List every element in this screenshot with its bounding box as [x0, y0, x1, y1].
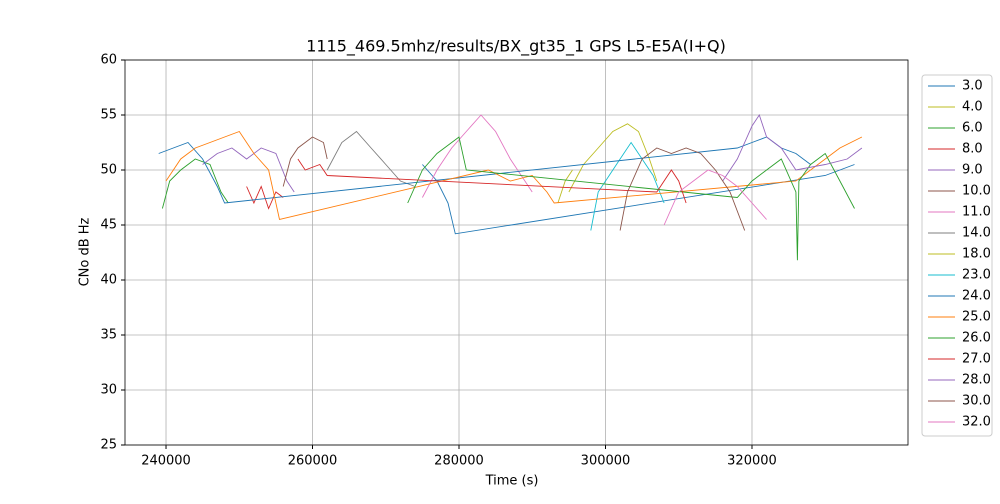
legend-label: 26.0: [962, 331, 991, 346]
legend-label: 4.0: [962, 100, 983, 115]
series-line: [722, 113, 863, 182]
legend-label: 28.0: [962, 373, 991, 388]
legend-label: 27.0: [962, 352, 991, 367]
legend-label: 24.0: [962, 289, 991, 304]
series-line: [407, 136, 855, 261]
legend-label: 25.0: [962, 310, 991, 325]
legend-box: [921, 74, 993, 437]
legend-label: 23.0: [962, 268, 991, 283]
legend-label: 18.0: [962, 247, 991, 262]
y-tick-label: 50: [100, 163, 117, 178]
series-line: [158, 136, 811, 204]
x-tick-label: 240000: [141, 454, 191, 469]
legend-label: 6.0: [962, 121, 983, 136]
y-tick-label: 55: [100, 108, 117, 123]
legend-label: 9.0: [962, 163, 983, 178]
series-line: [165, 130, 863, 221]
series-line: [557, 169, 573, 204]
x-tick-label: 300000: [581, 454, 631, 469]
legend-label: 11.0: [962, 205, 991, 220]
series-line: [297, 158, 687, 204]
legend-label: 32.0: [962, 415, 991, 430]
series-line: [422, 114, 533, 198]
x-tick-label: 260000: [288, 454, 338, 469]
series-line: [663, 169, 767, 226]
series-line: [619, 147, 746, 231]
legend-label: 10.0: [962, 184, 991, 199]
chart-title: 1115_469.5mhz/results/BX_gt35_1 GPS L5-E…: [306, 37, 726, 57]
series-line: [282, 136, 328, 187]
y-tick-label: 40: [100, 273, 117, 288]
x-axis-title: Time (s): [485, 474, 539, 489]
y-tick-label: 35: [100, 328, 117, 343]
y-tick-label: 60: [100, 53, 117, 68]
y-tick-label: 30: [100, 383, 117, 398]
legend-label: 8.0: [962, 142, 983, 157]
y-axis-title: CNo dB Hz: [78, 217, 93, 286]
legend-label: 30.0: [962, 394, 991, 409]
y-tick-label: 25: [100, 438, 117, 453]
series-line: [161, 158, 229, 209]
legend-label: 14.0: [962, 226, 991, 241]
x-tick-label: 320000: [727, 454, 777, 469]
legend-label: 3.0: [962, 79, 983, 94]
y-tick-label: 45: [100, 218, 117, 233]
x-tick-label: 280000: [434, 454, 484, 469]
plot-frame: [124, 59, 909, 446]
series-line: [326, 130, 416, 187]
